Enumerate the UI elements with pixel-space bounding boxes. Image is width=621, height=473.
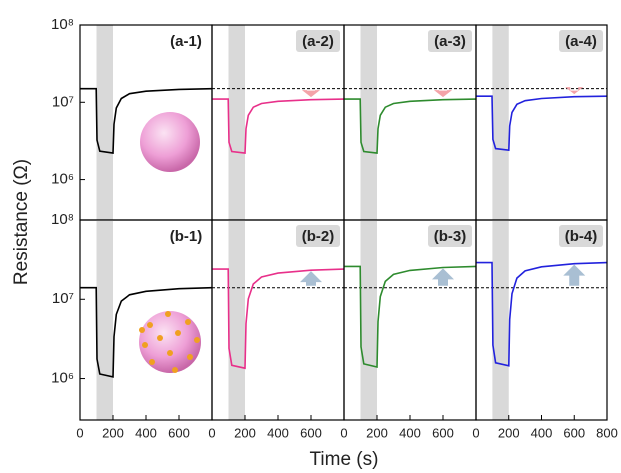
- y-tick-label: 10⁸: [51, 211, 74, 228]
- exposure-band: [229, 220, 246, 420]
- exposure-band: [492, 220, 508, 420]
- x-tick-label: 0: [76, 425, 83, 440]
- exposure-band: [97, 220, 114, 420]
- panel-title: (a-1): [170, 33, 202, 50]
- x-axis-label: Time (s): [310, 449, 379, 470]
- x-tick-label: 800: [596, 425, 618, 440]
- y-axis-label: Resistance (Ω): [11, 159, 32, 285]
- y-tick-label: 10⁶: [51, 171, 74, 188]
- x-tick-label: 600: [563, 425, 585, 440]
- change-arrow: [302, 90, 320, 97]
- x-tick-label: 200: [234, 425, 256, 440]
- exposure-band: [229, 25, 246, 220]
- change-arrow: [565, 87, 583, 94]
- y-tick-label: 10⁷: [52, 93, 74, 110]
- x-tick-label: 400: [135, 425, 157, 440]
- x-tick-label: 400: [399, 425, 421, 440]
- figure: Resistance (Ω) Time (s) 10⁸ 10⁷ 10⁶ (a-1) (a…: [0, 0, 621, 473]
- panel-title: (b-2): [302, 228, 335, 245]
- x-tick-label: 0: [208, 425, 215, 440]
- x-tick-label: 400: [267, 425, 289, 440]
- change-arrow: [563, 265, 585, 286]
- change-arrow: [300, 271, 322, 286]
- x-tick-label: 200: [102, 425, 124, 440]
- x-tick-label: 600: [432, 425, 454, 440]
- x-tick-label: 0: [340, 425, 347, 440]
- change-arrow: [434, 90, 452, 97]
- panel-title: (b-3): [434, 228, 467, 245]
- panel-title: (a-3): [434, 33, 466, 50]
- panel-title: (a-4): [565, 33, 597, 50]
- exposure-band: [492, 25, 508, 220]
- x-tick-label: 200: [366, 425, 388, 440]
- exposure-band: [361, 25, 378, 220]
- y-tick-label: 10⁷: [52, 290, 74, 307]
- x-tick-label: 600: [300, 425, 322, 440]
- exposure-band: [361, 220, 378, 420]
- y-tick-label: 10⁶: [51, 370, 74, 387]
- panel-title: (b-4): [565, 228, 598, 245]
- x-tick-label: 200: [498, 425, 520, 440]
- y-tick-label: 10⁸: [51, 16, 74, 33]
- exposure-band: [97, 25, 114, 220]
- panel-title: (a-2): [302, 33, 334, 50]
- change-arrow: [432, 268, 454, 285]
- x-tick-label: 0: [472, 425, 479, 440]
- panel-title: (b-1): [170, 228, 203, 245]
- x-tick-label: 400: [531, 425, 553, 440]
- x-tick-label: 600: [168, 425, 190, 440]
